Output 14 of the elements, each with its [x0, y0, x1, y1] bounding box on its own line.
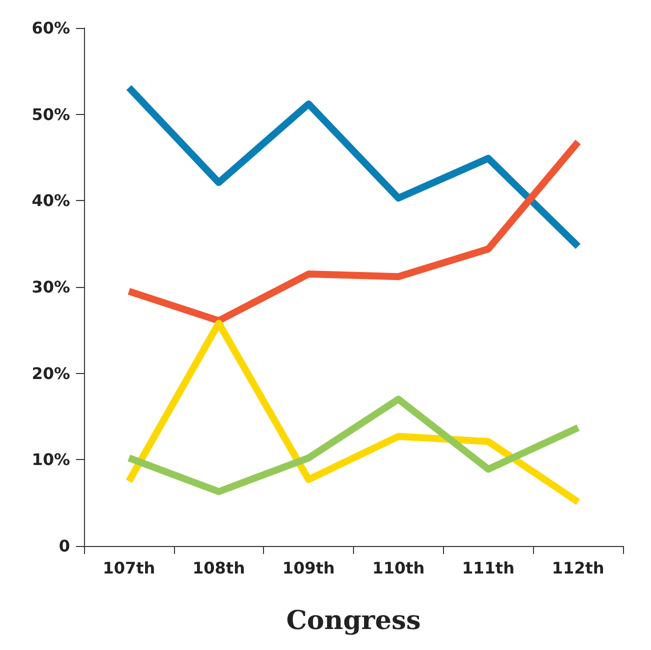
x-axis-title: Congress [286, 606, 421, 636]
y-tick-label: 30% [32, 278, 70, 296]
x-tick-label: 112th [552, 558, 604, 578]
y-tick-label: 10% [32, 450, 70, 470]
x-tick-label: 109th [282, 558, 335, 578]
y-tick-label: 20% [32, 364, 70, 383]
x-tick-label: 111th [462, 558, 514, 578]
x-tick-label: 108th [192, 558, 245, 578]
y-tick-label: 50% [32, 104, 70, 124]
y-tick-label: 0 [58, 536, 70, 556]
y-tick-label: 60% [32, 18, 70, 38]
x-tick-label: 110th [372, 558, 425, 578]
y-tick-label: 40% [32, 191, 70, 210]
x-tick-label: 107th [102, 558, 156, 578]
